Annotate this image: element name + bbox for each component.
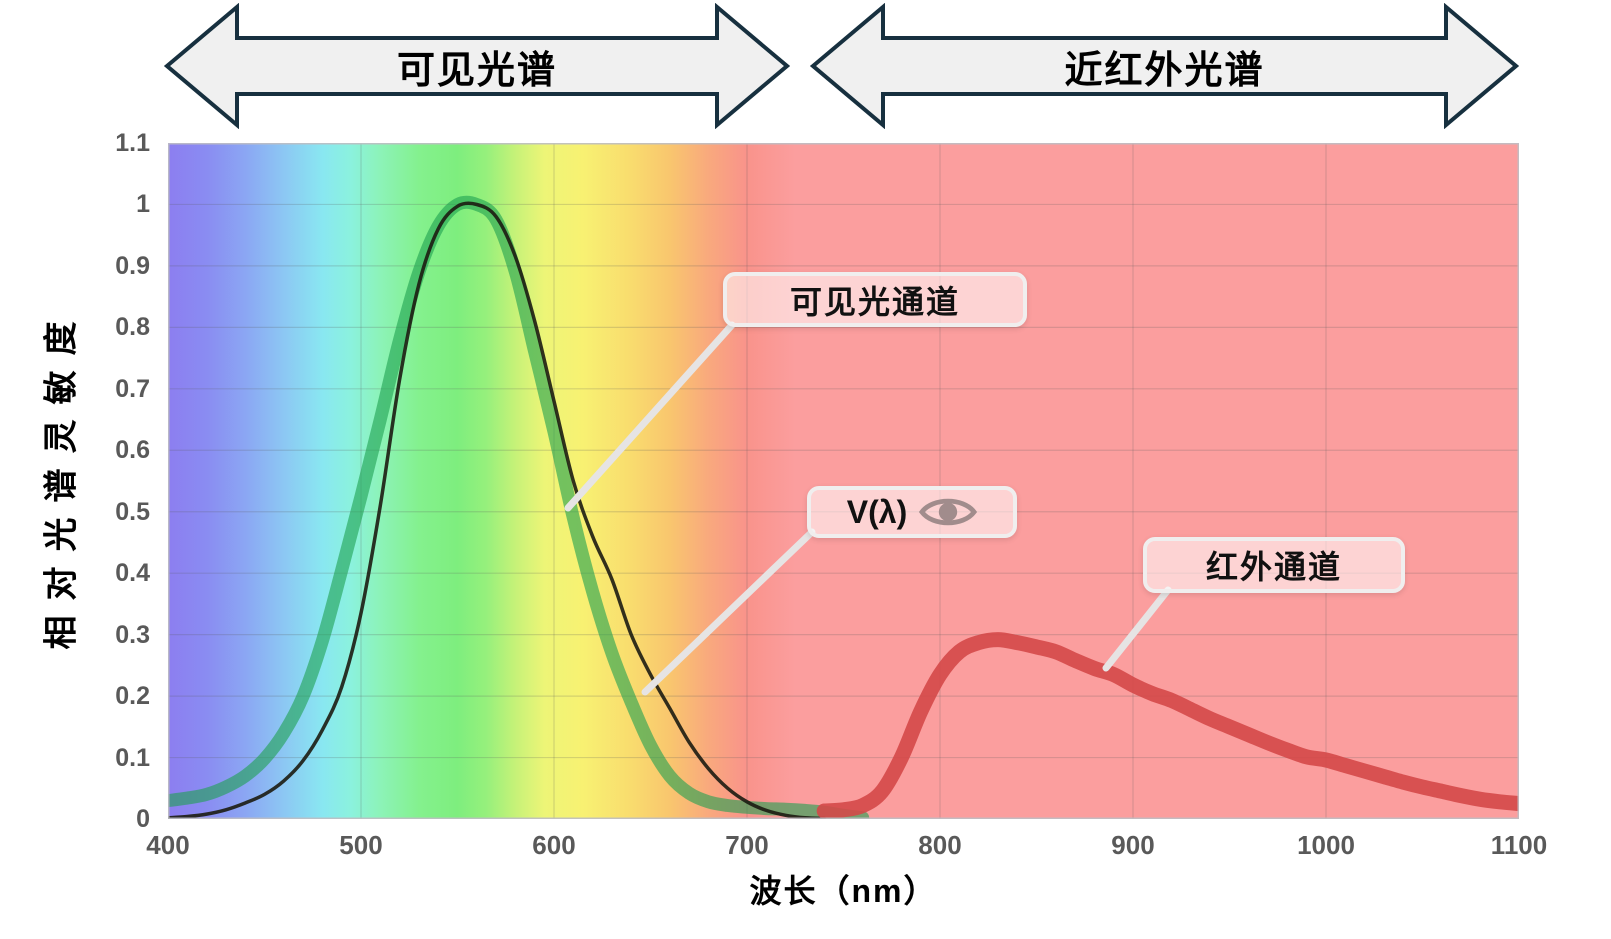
y-tick-label: 0.9 [115,251,150,280]
y-tick-label: 0 [136,805,150,833]
ir-channel-curve [816,632,1519,819]
chart-canvas [168,143,1519,819]
vlambda-curve [168,201,826,819]
visible-channel-curve [168,195,870,819]
plot-area [168,143,1519,819]
callout-ir-channel: 红外通道 [1143,537,1405,593]
eye-icon [919,498,978,526]
nir-spectrum-arrow-label: 近红外光谱 [1064,49,1265,92]
y-axis-title: 相对光谱灵敏度 [42,306,81,650]
x-tick-label: 500 [339,830,383,860]
y-tick-label: 0.4 [115,559,150,588]
callout-vlambda-label: V(λ) [846,493,908,530]
x-tick-label: 700 [725,830,769,860]
y-tick-label: 0.3 [115,620,150,649]
x-axis-title: 波长（nm） [749,873,938,909]
x-tick-label: 900 [1111,830,1155,860]
plot-border [168,143,1519,819]
callout-visible-channel-label: 可见光通道 [789,283,960,320]
y-tick-label: 0.6 [115,436,150,465]
double-arrow-icon [164,3,790,129]
y-tick-label: 0.1 [115,743,150,772]
callout-ir-channel-label: 红外通道 [1205,549,1342,585]
double-arrow-icon [810,3,1519,129]
y-tick-label: 0.5 [115,497,150,526]
x-tick-label: 800 [918,830,962,860]
callout-vlambda: V(λ) [807,486,1017,538]
x-tick-label: 1100 [1490,830,1548,860]
spectrum-background [168,143,1519,819]
x-tick-label: 600 [532,830,576,860]
y-tick-label: 1.1 [115,129,150,157]
y-tick-label: 0.7 [115,374,150,403]
x-tick-label: 400 [146,830,190,860]
visible-spectrum-arrow: 可见光谱 [164,3,790,129]
y-tick-label: 0.2 [115,682,150,711]
y-tick-label: 1 [136,190,150,219]
callout-visible-channel: 可见光通道 [723,272,1027,327]
y-tick-label: 0.8 [115,313,150,342]
visible-spectrum-arrow-label: 可见光谱 [396,49,557,92]
nir-spectrum-arrow: 近红外光谱 [810,3,1519,129]
x-tick-label: 1000 [1297,830,1355,860]
